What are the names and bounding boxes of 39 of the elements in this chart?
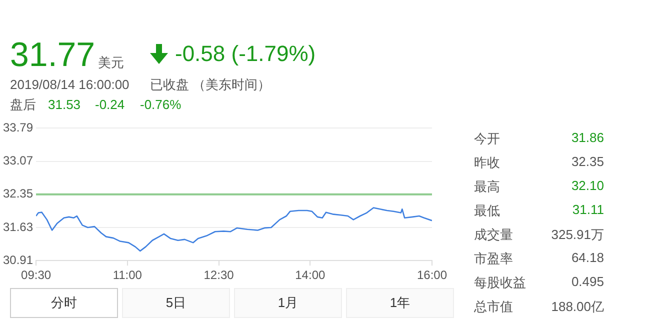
text: 5日 xyxy=(122,288,230,318)
text: 31.86 xyxy=(571,130,604,145)
text: 1年 xyxy=(346,288,454,318)
x-tick-label: 11:00 xyxy=(112,268,142,282)
y-tick-label: 32.35 xyxy=(3,186,34,201)
text: 美元 xyxy=(98,55,124,70)
x-tick-label: 09:30 xyxy=(21,268,52,282)
text: -0.76% xyxy=(140,97,182,112)
x-tick-label: 16:00 xyxy=(416,268,448,282)
text: 昨收 xyxy=(474,154,500,172)
y-tick-label: 33.07 xyxy=(3,154,34,168)
text: 总市值 xyxy=(474,298,513,316)
text: 今开 xyxy=(474,130,500,148)
text: 31.53 xyxy=(48,97,81,112)
text: 188.00亿 xyxy=(551,298,604,316)
x-tick-label: 12:30 xyxy=(204,268,234,282)
text: 每股收益 xyxy=(474,274,526,292)
text: 已收盘 （美东时间） xyxy=(150,77,271,92)
text: 0.495 xyxy=(571,274,604,289)
text: 31.11 xyxy=(572,202,604,217)
y-tick-label: 30.91 xyxy=(3,252,34,267)
text: 325.91万 xyxy=(551,226,604,244)
text: 2019/08/14 16:00:00 xyxy=(10,77,130,92)
text: -0.58 (-1.79%) xyxy=(175,41,316,66)
text: -0.24 xyxy=(95,97,125,112)
x-tick-label: 14:00 xyxy=(295,268,326,282)
y-tick-label: 31.63 xyxy=(3,220,34,234)
text: 64.18 xyxy=(571,250,604,265)
text: 市盈率 xyxy=(474,250,513,268)
text: 1月 xyxy=(234,288,342,318)
text: 最高 xyxy=(474,178,500,196)
text: 最低 xyxy=(474,202,500,220)
text: 成交量 xyxy=(474,226,513,244)
text: 分时 xyxy=(10,288,118,318)
text: 32.10 xyxy=(571,178,604,193)
y-tick-label: 33.79 xyxy=(3,120,34,135)
text: 盘后 xyxy=(10,97,36,112)
text: 32.35 xyxy=(571,154,604,169)
text: 31.77 xyxy=(10,36,96,74)
